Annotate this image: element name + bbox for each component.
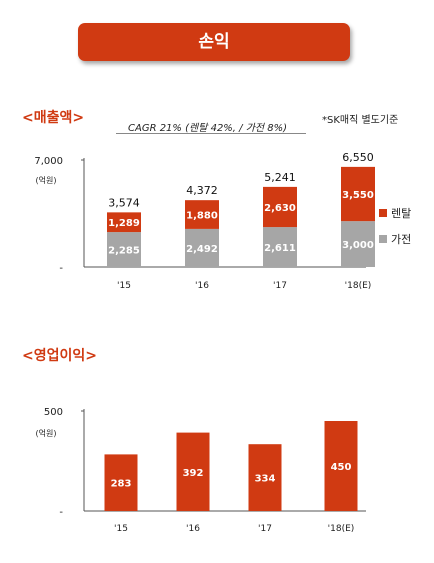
y-tick-label: 7,000	[34, 156, 63, 167]
total-value-label: 4,372	[186, 184, 218, 197]
y-unit-label: (억원)	[36, 428, 57, 438]
legend-swatch-appliance	[379, 235, 387, 243]
profit-value-label: 450	[331, 462, 352, 473]
x-tick-label: '15	[117, 281, 131, 291]
x-tick-label: '18(E)	[328, 524, 355, 534]
rental-bar	[263, 186, 297, 228]
appliance-value-label: 2,285	[108, 246, 140, 257]
rental-value-label: 1,289	[108, 218, 140, 229]
cagr-annotation: CAGR 21% (렌탈 42%, / 가전 8%)	[128, 123, 288, 134]
rental-bar	[185, 200, 219, 229]
total-value-label: 6,550	[342, 151, 374, 164]
sales-section-heading: <매출액>	[22, 110, 85, 126]
x-tick-label: '16	[195, 281, 209, 291]
y-tick-label: -	[59, 507, 63, 518]
rental-value-label: 2,630	[264, 203, 296, 214]
y-unit-label: (억원)	[36, 175, 57, 185]
profit-value-label: 283	[111, 479, 132, 490]
profit-bar	[324, 421, 358, 511]
x-tick-label: '17	[258, 524, 272, 534]
appliance-bar	[185, 228, 219, 267]
cagr-underline	[116, 133, 306, 134]
appliance-bar	[107, 232, 141, 267]
profit-bar	[248, 444, 282, 511]
profit-value-label: 334	[255, 474, 276, 485]
rental-value-label: 3,550	[342, 190, 374, 201]
basis-note: *SK매직 별도기준	[322, 115, 399, 126]
profit-section-heading: <영업이익>	[22, 348, 97, 364]
rental-value-label: 1,880	[186, 211, 218, 222]
legend-label-appliance: 가전	[391, 233, 411, 246]
rental-bar	[341, 166, 375, 222]
profit-bar	[176, 432, 210, 511]
legend-swatch-rental	[379, 209, 387, 217]
legend-label-rental: 렌탈	[391, 207, 411, 220]
appliance-value-label: 2,611	[264, 243, 296, 254]
x-tick-label: '15	[114, 524, 128, 534]
profit-value-label: 392	[183, 468, 204, 479]
x-tick-label: '16	[186, 524, 200, 534]
appliance-bar	[263, 227, 297, 267]
appliance-value-label: 2,492	[186, 244, 218, 255]
x-tick-label: '17	[273, 281, 287, 291]
y-tick-label: 500	[44, 407, 63, 418]
page-title: 손익	[78, 23, 350, 61]
y-tick-label: -	[59, 263, 63, 274]
rental-bar	[107, 212, 141, 233]
appliance-value-label: 3,000	[342, 240, 374, 251]
total-value-label: 5,241	[264, 171, 296, 184]
total-value-label: 3,574	[108, 196, 140, 209]
profit-bar	[104, 454, 138, 511]
appliance-bar	[341, 221, 375, 267]
x-tick-label: '18(E)	[345, 281, 372, 291]
